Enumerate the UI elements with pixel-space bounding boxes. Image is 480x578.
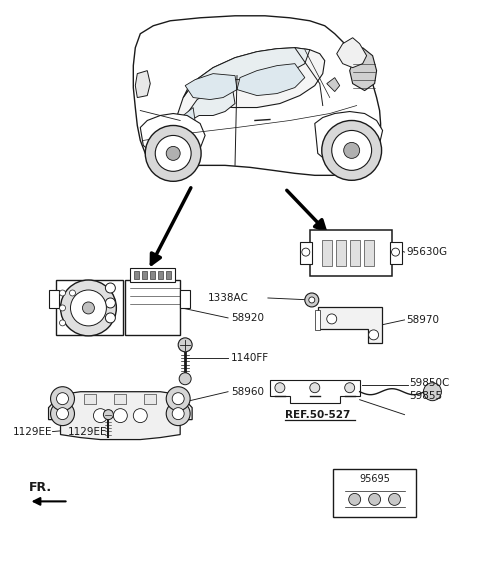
Text: 1129EE: 1129EE [12, 427, 52, 436]
Circle shape [106, 283, 115, 293]
Bar [336, 240, 346, 266]
Polygon shape [327, 77, 340, 91]
Circle shape [327, 314, 336, 324]
Circle shape [166, 146, 180, 160]
Circle shape [113, 409, 127, 423]
Circle shape [344, 142, 360, 158]
Bar [114, 394, 126, 403]
Circle shape [145, 125, 201, 181]
Circle shape [57, 407, 69, 420]
Circle shape [345, 383, 355, 392]
Bar [390, 242, 402, 264]
Circle shape [166, 387, 190, 410]
Circle shape [178, 338, 192, 352]
Polygon shape [133, 16, 381, 175]
Bar [350, 240, 360, 266]
Polygon shape [179, 90, 235, 143]
Polygon shape [140, 113, 205, 158]
Circle shape [103, 410, 113, 420]
Bar [84, 394, 96, 403]
Circle shape [392, 248, 399, 256]
Polygon shape [237, 64, 305, 95]
Bar [150, 271, 155, 279]
Circle shape [155, 135, 191, 171]
Circle shape [106, 313, 115, 323]
Text: 58970: 58970 [407, 315, 440, 325]
Bar [134, 271, 139, 279]
Bar [310, 230, 392, 276]
Text: 59850C: 59850C [409, 378, 450, 388]
Circle shape [172, 407, 184, 420]
Text: 95630G: 95630G [407, 247, 448, 257]
Circle shape [332, 131, 372, 171]
Bar [166, 271, 171, 279]
Text: 58920: 58920 [231, 313, 264, 323]
Circle shape [94, 409, 108, 423]
Circle shape [305, 293, 319, 307]
Circle shape [133, 409, 147, 423]
Circle shape [83, 302, 95, 314]
Polygon shape [336, 38, 367, 68]
Polygon shape [177, 48, 325, 150]
Polygon shape [315, 112, 383, 165]
Bar [322, 240, 332, 266]
Text: REF.50-527: REF.50-527 [285, 410, 350, 420]
Bar [56, 280, 123, 335]
Text: 95695: 95695 [360, 475, 391, 484]
Polygon shape [185, 73, 237, 99]
Polygon shape [181, 108, 195, 134]
Circle shape [60, 280, 116, 336]
Bar [315, 310, 320, 330]
Circle shape [179, 373, 191, 385]
Circle shape [302, 248, 310, 256]
Circle shape [348, 494, 360, 505]
Polygon shape [270, 380, 360, 403]
Text: 1140FF: 1140FF [231, 353, 269, 363]
Circle shape [50, 387, 74, 410]
Bar [125, 280, 180, 335]
Circle shape [310, 383, 320, 392]
Circle shape [60, 305, 65, 311]
Text: 59855: 59855 [409, 391, 443, 401]
Circle shape [106, 298, 115, 308]
Circle shape [60, 320, 65, 326]
Bar [142, 271, 147, 279]
Bar [333, 469, 417, 517]
Text: 58960: 58960 [231, 387, 264, 397]
Bar [158, 271, 163, 279]
Text: 1338AC: 1338AC [208, 293, 249, 303]
Circle shape [172, 392, 184, 405]
Text: 1129EE: 1129EE [68, 427, 108, 436]
Polygon shape [318, 307, 382, 343]
Circle shape [70, 290, 75, 296]
Circle shape [57, 392, 69, 405]
Circle shape [166, 402, 190, 425]
Circle shape [50, 402, 74, 425]
Circle shape [309, 297, 315, 303]
Bar [144, 394, 156, 403]
Circle shape [369, 494, 381, 505]
Circle shape [369, 330, 379, 340]
Circle shape [423, 383, 442, 401]
Polygon shape [48, 392, 192, 439]
Bar [130, 268, 175, 282]
Polygon shape [183, 48, 310, 98]
Circle shape [275, 383, 285, 392]
Text: FR.: FR. [29, 481, 52, 494]
Bar [180, 290, 190, 308]
Bar [364, 240, 373, 266]
Circle shape [389, 494, 400, 505]
Circle shape [71, 290, 107, 326]
Bar [300, 242, 312, 264]
Circle shape [60, 290, 65, 296]
Bar [48, 290, 59, 308]
Circle shape [322, 120, 382, 180]
Polygon shape [135, 71, 150, 98]
Polygon shape [350, 48, 377, 91]
